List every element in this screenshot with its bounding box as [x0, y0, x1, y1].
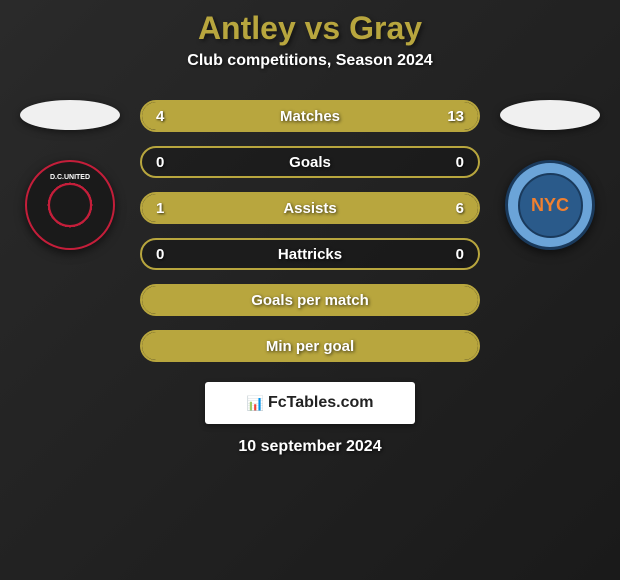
main-content: D.C.UNITED 4 13 Matches 0 0 Goals 1 6 Assists 0 0 H… [0, 100, 620, 362]
stats-column: 4 13 Matches 0 0 Goals 1 6 Assists 0 0 Hattricks Goa… [140, 100, 480, 362]
stat-value-left: 4 [156, 108, 164, 125]
footer-badge-content: 📊 FcTables.com [247, 394, 374, 412]
chart-icon: 📊 [247, 395, 264, 412]
right-team-column: NYC [500, 100, 600, 250]
left-player-placeholder [20, 100, 120, 130]
stat-label: Hattricks [278, 246, 342, 263]
date-text: 10 september 2024 [0, 438, 620, 456]
stat-label: Assists [283, 200, 336, 217]
footer-badge[interactable]: 📊 FcTables.com [205, 382, 415, 424]
stat-value-left: 0 [156, 246, 164, 263]
right-logo-inner: NYC [518, 173, 583, 238]
stat-value-right: 13 [447, 108, 464, 125]
stat-label: Min per goal [266, 338, 354, 355]
left-logo-text: D.C.UNITED [50, 174, 90, 181]
stat-value-right: 6 [456, 200, 464, 217]
stat-fill-right [219, 102, 478, 130]
stat-label: Goals per match [251, 292, 369, 309]
stat-value-right: 0 [456, 154, 464, 171]
stat-value-left: 1 [156, 200, 164, 217]
stat-value-left: 0 [156, 154, 164, 171]
stat-row: 1 6 Assists [140, 192, 480, 224]
left-team-column: D.C.UNITED [20, 100, 120, 250]
footer-badge-text: FcTables.com [268, 394, 374, 412]
stat-fill-left [142, 102, 219, 130]
page-subtitle: Club competitions, Season 2024 [0, 52, 620, 70]
stat-value-right: 0 [456, 246, 464, 263]
stat-row: 0 0 Hattricks [140, 238, 480, 270]
right-team-logo: NYC [505, 160, 595, 250]
right-player-placeholder [500, 100, 600, 130]
stat-label: Goals [289, 154, 331, 171]
stat-label: Matches [280, 108, 340, 125]
stat-row: 0 0 Goals [140, 146, 480, 178]
stat-row: 4 13 Matches [140, 100, 480, 132]
comparison-card: Antley vs Gray Club competitions, Season… [0, 0, 620, 580]
left-team-logo: D.C.UNITED [25, 160, 115, 250]
stat-row: Goals per match [140, 284, 480, 316]
left-logo-inner: D.C.UNITED [35, 170, 105, 240]
right-logo-text: NYC [531, 195, 569, 216]
stat-row: Min per goal [140, 330, 480, 362]
stat-fill-left [142, 194, 189, 222]
page-title: Antley vs Gray [0, 10, 620, 47]
